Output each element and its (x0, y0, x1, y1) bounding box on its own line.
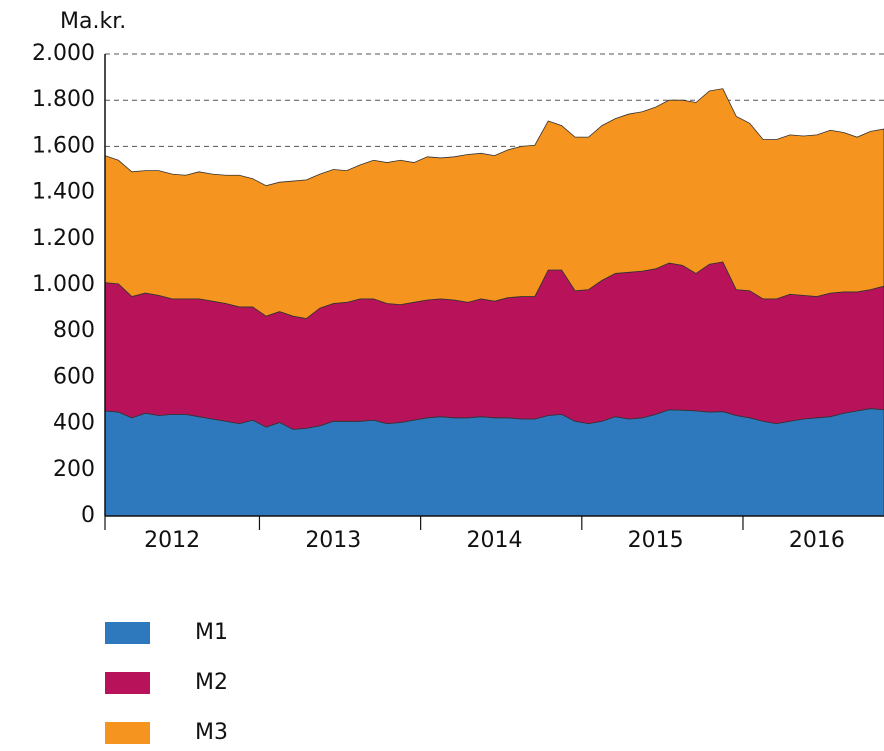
y-tick-label: 1.400 (32, 180, 95, 205)
y-tick-label: 2.000 (32, 41, 95, 66)
y-tick-label: 200 (53, 457, 95, 482)
y-tick-label: 1.800 (32, 87, 95, 112)
x-tick-label: 2012 (144, 528, 200, 553)
y-tick-label: 600 (53, 364, 95, 389)
x-tick-label: 2016 (789, 528, 845, 553)
y-tick-label: 800 (53, 318, 95, 343)
y-tick-label: 400 (53, 411, 95, 436)
y-axis-label: Ma.kr. (60, 9, 126, 34)
x-tick-label: 2013 (305, 528, 361, 553)
x-tick-label: 2014 (467, 528, 523, 553)
y-tick-label: 1.000 (32, 272, 95, 297)
x-tick-label: 2015 (628, 528, 684, 553)
legend-label: M1 (195, 620, 228, 645)
legend-swatch (105, 722, 150, 744)
y-tick-label: 0 (81, 503, 95, 528)
legend-swatch (105, 622, 150, 644)
area (104, 408, 884, 517)
legend-swatch (105, 672, 150, 694)
y-tick-label: 1.200 (32, 226, 95, 251)
legend-label: M3 (195, 720, 228, 745)
y-tick-label: 1.600 (32, 133, 95, 158)
area (104, 88, 884, 319)
legend-label: M2 (195, 670, 228, 695)
